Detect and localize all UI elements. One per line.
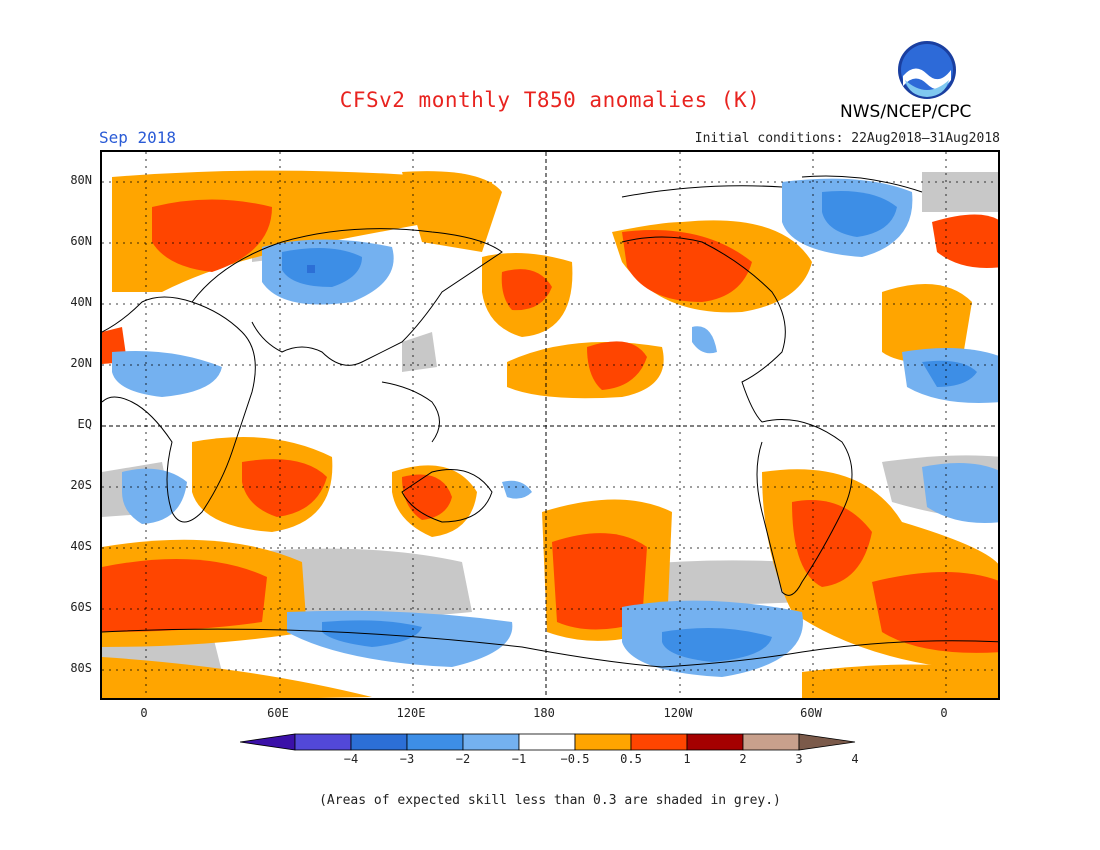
lat-label-40s: 40S — [70, 539, 92, 553]
colorbar-tick-label: −4 — [343, 752, 359, 766]
warm-anomalies-2K — [102, 199, 998, 653]
colorbar-tick-label: −1 — [511, 752, 527, 766]
colorbar-bin — [686, 733, 744, 751]
colorbar-tick-label: 4 — [851, 752, 859, 766]
cool-anomaly-core — [307, 265, 315, 273]
colorbar-bin — [406, 733, 464, 751]
colorbar-bin — [350, 733, 408, 751]
colorbar-bin — [630, 733, 688, 751]
lon-label-0-east: 0 — [940, 706, 948, 720]
lon-label-180: 180 — [533, 706, 555, 720]
colorbar-bins — [240, 733, 856, 751]
lat-label-60s: 60S — [70, 600, 92, 614]
lat-label-20s: 20S — [70, 478, 92, 492]
lon-label-60e: 60E — [267, 706, 289, 720]
skill-footnote: (Areas of expected skill less than 0.3 a… — [319, 793, 781, 808]
colorbar-bin — [240, 733, 296, 751]
lon-label-120e: 120E — [396, 706, 426, 720]
colorbar-bin — [574, 733, 632, 751]
organization-label: NWS/NCEP/CPC — [840, 102, 972, 122]
colorbar-tick-label: −0.5 — [560, 752, 590, 766]
lat-label-80s: 80S — [70, 661, 92, 675]
lon-label-60w: 60W — [800, 706, 822, 720]
map-title: CFSv2 monthly T850 anomalies (K) — [339, 88, 761, 112]
forecast-month: Sep 2018 — [99, 128, 177, 147]
lat-label-60n: 60N — [70, 234, 92, 248]
initial-conditions: Initial conditions: 22Aug2018–31Aug2018 — [694, 131, 1000, 146]
noaa-logo — [898, 41, 956, 99]
colorbar-tick-label: 3 — [795, 752, 803, 766]
equator-dateline — [102, 152, 998, 698]
cool-anomalies-medium — [282, 191, 977, 662]
colorbar-bin — [294, 733, 352, 751]
colorbar-tick-label: 1 — [683, 752, 691, 766]
lat-label-20n: 20N — [70, 356, 92, 370]
anomaly-map — [100, 150, 1000, 700]
lat-label-40n: 40N — [70, 295, 92, 309]
map-canvas — [102, 152, 998, 698]
lon-label-0: 0 — [140, 706, 148, 720]
colorbar-tick-label: −2 — [455, 752, 471, 766]
colorbar-tick-label: 2 — [739, 752, 747, 766]
lat-label-eq: EQ — [77, 417, 92, 431]
lon-label-120w: 120W — [663, 706, 693, 720]
colorbar-bin — [518, 733, 576, 751]
colorbar-bin — [798, 733, 856, 751]
graticule — [102, 152, 998, 698]
colorbar — [240, 733, 856, 751]
colorbar-bin — [742, 733, 800, 751]
lat-label-80n: 80N — [70, 173, 92, 187]
colorbar-bin — [462, 733, 520, 751]
colorbar-tick-label: 0.5 — [620, 752, 642, 766]
colorbar-tick-label: −3 — [399, 752, 415, 766]
coastlines — [102, 175, 998, 668]
